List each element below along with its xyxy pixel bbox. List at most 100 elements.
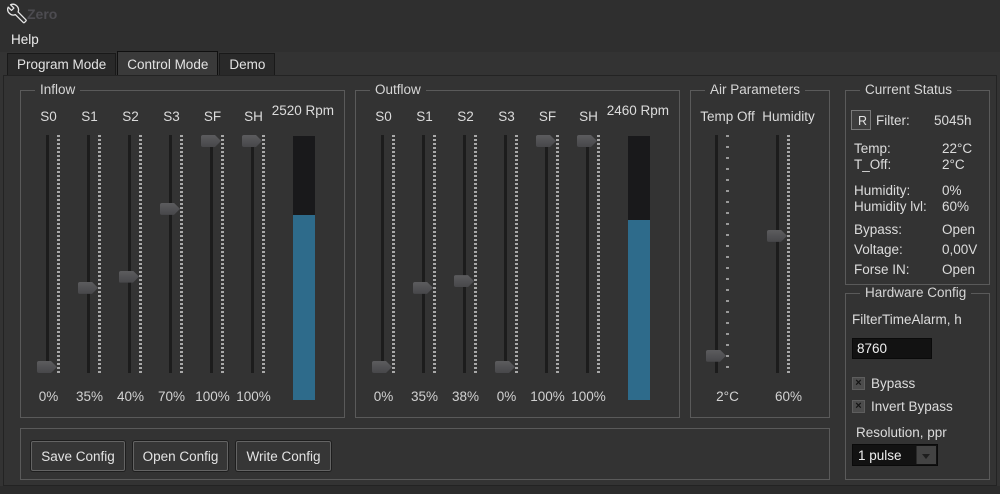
invert-bypass-checkbox-row: × Invert Bypass — [852, 399, 953, 414]
slider-value: 100% — [236, 389, 271, 404]
inflow-rpm-bar — [293, 136, 315, 400]
slider-ticks — [433, 135, 436, 373]
humidity-slider: Humidity 60% — [758, 109, 819, 405]
slider-groove — [169, 135, 172, 373]
titlebar: Zero — [0, 0, 1000, 28]
slider-ticks — [515, 135, 518, 373]
slider-value: 35% — [410, 389, 439, 404]
slider-ticks — [556, 135, 559, 373]
slider-ticks — [262, 135, 265, 373]
filter-time-alarm-input[interactable] — [852, 338, 932, 359]
resolution-selected-value: 1 pulse — [858, 448, 902, 463]
status-label: Humidity: — [854, 183, 911, 198]
slider-track[interactable] — [404, 135, 445, 373]
slider-track[interactable] — [527, 135, 568, 373]
slider-groove — [46, 135, 49, 373]
slider-handle[interactable] — [454, 275, 474, 288]
slider-value: 35% — [75, 389, 104, 404]
slider-value: 38% — [451, 389, 480, 404]
tab-demo[interactable]: Demo — [219, 53, 276, 76]
inflow-slider-s2: S2 40% — [110, 109, 151, 405]
status-label: Temp: — [854, 141, 891, 156]
slider-value: 0% — [373, 389, 394, 404]
current-status-groupbox: Current Status R Filter: 5045h Temp: 22°… — [845, 82, 990, 285]
slider-track[interactable] — [110, 135, 151, 373]
slider-handle[interactable] — [706, 349, 726, 362]
slider-groove — [715, 135, 718, 373]
outflow-rpm-label: 2460 Rpm — [606, 103, 669, 118]
slider-track[interactable] — [192, 135, 233, 373]
slider-groove — [504, 135, 507, 373]
slider-handle[interactable] — [413, 281, 433, 294]
outflow-sliders: S0 0% S1 35% S2 — [363, 109, 609, 405]
slider-ticks — [392, 135, 395, 373]
slider-groove — [251, 135, 254, 373]
status-row-voltage: Voltage: 0,00V — [854, 242, 983, 258]
slider-handle[interactable] — [536, 135, 556, 147]
invert-bypass-checkbox[interactable]: × — [852, 400, 865, 413]
slider-track[interactable] — [363, 135, 404, 373]
status-value: Open — [942, 222, 976, 237]
dropdown-button[interactable] — [916, 446, 936, 464]
slider-groove — [545, 135, 548, 373]
slider-handle[interactable] — [119, 270, 139, 283]
slider-handle[interactable] — [160, 202, 180, 215]
resolution-dropdown[interactable]: 1 pulse — [852, 444, 938, 466]
inflow-slider-s1: S1 35% — [69, 109, 110, 405]
slider-track[interactable] — [151, 135, 192, 373]
open-config-button[interactable]: Open Config — [133, 441, 228, 471]
slider-track[interactable] — [69, 135, 110, 373]
slider-track[interactable] — [233, 135, 274, 373]
inflow-slider-sh: SH 100% — [233, 109, 274, 405]
inflow-slider-s0: S0 0% — [28, 109, 69, 405]
slider-track[interactable] — [445, 135, 486, 373]
temp-off-slider: Temp Off 2°C — [697, 109, 758, 405]
air-parameters-title: Air Parameters — [705, 82, 806, 97]
slider-groove — [463, 135, 466, 373]
slider-handle[interactable] — [767, 229, 787, 242]
outflow-groupbox: Outflow 2460 Rpm S0 0% S1 35% S2 — [355, 82, 680, 418]
menu-help[interactable]: Help — [11, 32, 39, 47]
slider-handle[interactable] — [495, 361, 515, 373]
menubar: Help — [0, 28, 1000, 52]
slider-track[interactable] — [28, 135, 69, 373]
tab-program-mode[interactable]: Program Mode — [7, 53, 117, 76]
window-bottom-edge — [0, 486, 1000, 494]
slider-handle[interactable] — [201, 135, 221, 147]
slider-handle[interactable] — [37, 361, 57, 373]
filter-reset-button[interactable]: R — [851, 110, 871, 130]
slider-name: SF — [203, 109, 222, 124]
slider-track[interactable] — [486, 135, 527, 373]
save-config-button[interactable]: Save Config — [31, 441, 125, 471]
inflow-title: Inflow — [35, 82, 81, 97]
slider-name: S3 — [498, 109, 515, 124]
slider-handle[interactable] — [242, 135, 262, 147]
slider-value: 0% — [38, 389, 59, 404]
write-config-button[interactable]: Write Config — [236, 441, 331, 471]
config-buttons-frame: Save Config Open Config Write Config — [20, 428, 830, 480]
slider-handle[interactable] — [372, 361, 392, 373]
tabbar: Program Mode Control Mode Demo — [7, 51, 276, 76]
status-row-humidity: Humidity: 0% — [854, 183, 983, 199]
outflow-slider-s1: S1 35% — [404, 109, 445, 405]
inflow-sliders: S0 0% S1 35% S2 — [28, 109, 274, 405]
slider-handle[interactable] — [78, 281, 98, 294]
status-value: 5045h — [934, 113, 972, 128]
slider-value: 100% — [195, 389, 230, 404]
slider-handle[interactable] — [577, 135, 597, 147]
status-row-filter: Filter: 5045h — [876, 113, 983, 129]
slider-groove — [210, 135, 213, 373]
outflow-rpm-bar — [628, 136, 650, 400]
slider-track[interactable] — [758, 135, 819, 373]
bypass-checkbox[interactable]: × — [852, 377, 865, 390]
slider-ticks — [597, 135, 600, 373]
slider-value: 60% — [774, 389, 803, 404]
slider-track[interactable] — [697, 135, 758, 373]
slider-track[interactable] — [568, 135, 609, 373]
tab-control-mode[interactable]: Control Mode — [117, 51, 219, 76]
status-row-temp: Temp: 22°C — [854, 141, 983, 157]
bypass-checkbox-row: × Bypass — [852, 376, 915, 391]
slider-name: S2 — [122, 109, 139, 124]
slider-name: S1 — [416, 109, 433, 124]
status-value: 0% — [942, 183, 962, 198]
